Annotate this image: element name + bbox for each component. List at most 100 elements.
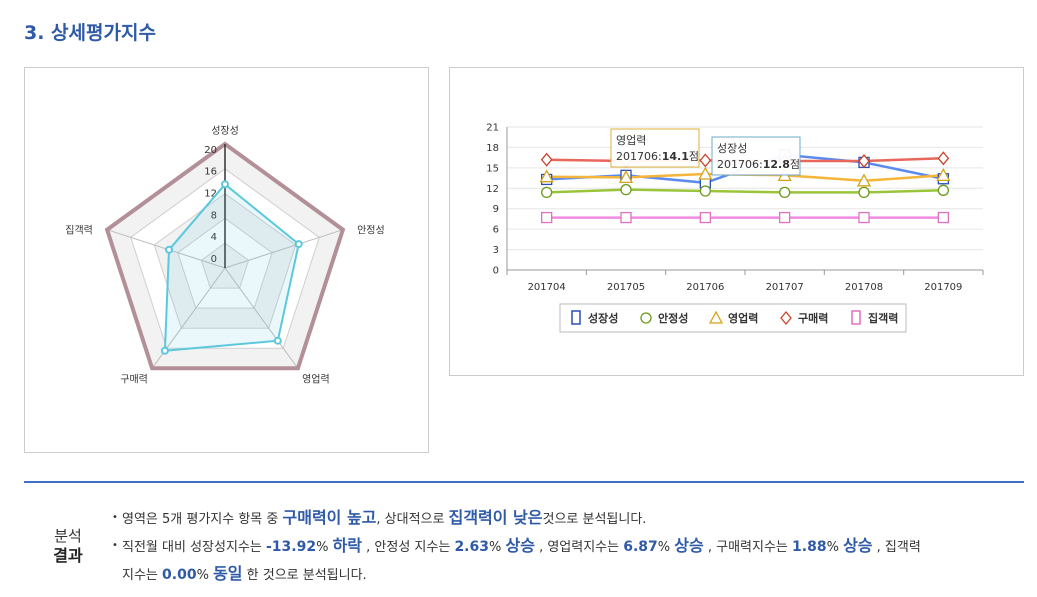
legend-marker [780,310,792,326]
line-point [699,211,711,224]
line-point [620,211,632,224]
radar-axis-label: 안정성 [357,225,385,237]
tooltip-box [610,128,700,168]
legend-marker [851,310,861,325]
line-point [937,184,949,196]
tooltip-unit: 점 [689,150,699,163]
b2-traffic-value: 0.00 [162,567,197,583]
line-chart-panel: 0 3 6 9 12 15 18 21 201704 201705 201706 201707 2017… [449,67,1024,376]
line-point [856,173,872,187]
legend-label: 안정성 [658,311,688,325]
tooltip-box [711,136,801,176]
radar-tick-label: 0 [211,254,217,265]
b2-stability-trend: 상승 [505,536,535,555]
legend-marker [640,312,652,324]
line-tooltip: 영업력 201706:14.1점 [610,128,700,168]
analysis-label-line2: 결과 [53,546,83,565]
b2-sales-trend: 상승 [674,536,704,555]
bullet-dot-icon: • [112,512,118,523]
b2-pct: % [657,540,671,555]
b2-traffic-trend: 동일 [213,564,243,583]
line-point [936,167,951,181]
radar-axis-label: 집객력 [65,225,93,237]
b2-growth-value: -13.92 [265,539,317,555]
tooltip-series-label: 영업력 [616,134,646,147]
radar-series-area [163,182,300,352]
line-point [937,151,950,166]
line-tooltip: 성장성 201706:12.8점 [711,136,801,176]
b2-growth-trend: 하락 [332,536,363,555]
analysis-bullet-2: • 직전월 대비 성장성지수는 -13.92% 하락 , 안정성 지수는 2.63… [112,533,1024,561]
line-x-tick-label: 201704 [528,282,566,293]
b2-text-2: , 안정성 지수는 [362,540,455,555]
tooltip-value-text: 201706:14.1점 [616,150,699,163]
radar-axis-label: 구매력 [120,373,148,385]
line-point [698,166,713,180]
line-x-tick-label: 201709 [924,282,962,293]
bullet1-text-3: 것으로 분석됩니다. [542,512,647,527]
line-y-tick-label: 0 [493,266,499,277]
b2-stability-value: 2.63 [454,539,489,555]
analysis-bullet-1: • 영역은 5개 평가지수 항목 중 구매력이 높고, 상대적으로 집객력이 낮은… [112,505,1024,533]
line-point [539,169,554,183]
line-point [937,211,949,224]
b2-pct: % [488,540,502,555]
b2-text-6: 지수는 [122,568,163,583]
section-divider [24,481,1024,483]
line-point [858,211,870,224]
line-y-tick-label: 9 [493,204,499,215]
line-x-tick-label: 201708 [845,282,883,293]
line-x-tick-label: 201705 [607,282,645,293]
radar-outline [104,141,346,371]
legend-label: 집객력 [868,311,898,325]
tooltip-value: 14.1 [662,150,689,163]
line-point [618,170,634,184]
tooltip-value-text: 201706:12.8점 [717,158,800,171]
b2-text-5: , 집객력 [872,540,921,555]
line-point [779,211,791,224]
b2-purchase-value: 1.88 [792,539,827,555]
tooltip-series-label: 성장성 [717,142,747,155]
radar-point [221,180,229,189]
bullet1-highlight-high: 구매력이 높고 [282,508,377,527]
line-chart: 0 3 6 9 12 15 18 21 201704 201705 201706 201707 2017… [486,123,984,333]
line-x-tick-label: 201706 [686,282,724,293]
line-point [541,186,553,199]
b2-text-7: 한 것으로 분석됩니다. [242,568,367,583]
tooltip-category: 201706: [717,158,763,171]
analysis-label: 분석 결과 [48,526,88,566]
legend-label: 구매력 [798,311,828,325]
b2-purchase-trend: 상승 [843,536,873,555]
bullet1-highlight-low: 집객력이 낮은 [448,508,543,527]
line-y-tick-label: 18 [486,143,499,154]
line-legend: 성장성 안정성 영업력 구매력 집객력 [559,303,907,333]
line-point [858,154,870,169]
legend-label: 성장성 [588,311,618,325]
legend-label: 영업력 [728,312,758,325]
line-series-안정성 [546,188,944,194]
radar-chart-panel: 0 4 8 12 16 20 성장성 안정성 영업력 구매력 집객력 [24,67,429,453]
line-point [699,185,711,197]
b2-text-3: , 영업력지수는 [534,540,624,555]
section-title: 3. 상세평가지수 [24,22,156,44]
radar-point [160,346,169,355]
bullet1-text-2: , 상대적으로 [376,512,449,527]
radar-tick-label: 8 [211,210,217,221]
analysis-label-line1: 분석 [54,527,82,545]
radar-tick-label: 16 [204,167,217,178]
radar-tick-label: 20 [204,145,217,156]
b2-sales-value: 6.87 [623,539,658,555]
radar-tick-label: 4 [211,232,217,243]
b2-text-4: , 구매력지수는 [703,540,793,555]
b2-pct: % [316,540,329,555]
line-point [620,183,632,196]
b2-text-1: 직전월 대비 성장성지수는 [122,540,266,555]
line-y-tick-label: 12 [486,184,499,195]
line-y-tick-label: 21 [486,123,499,134]
line-point [858,186,870,199]
legend-box [559,303,907,333]
analysis-bullets: • 영역은 5개 평가지수 항목 중 구매력이 높고, 상대적으로 집객력이 낮은… [112,505,1024,589]
legend-marker [708,310,724,324]
radar-tick-label: 12 [204,189,217,200]
